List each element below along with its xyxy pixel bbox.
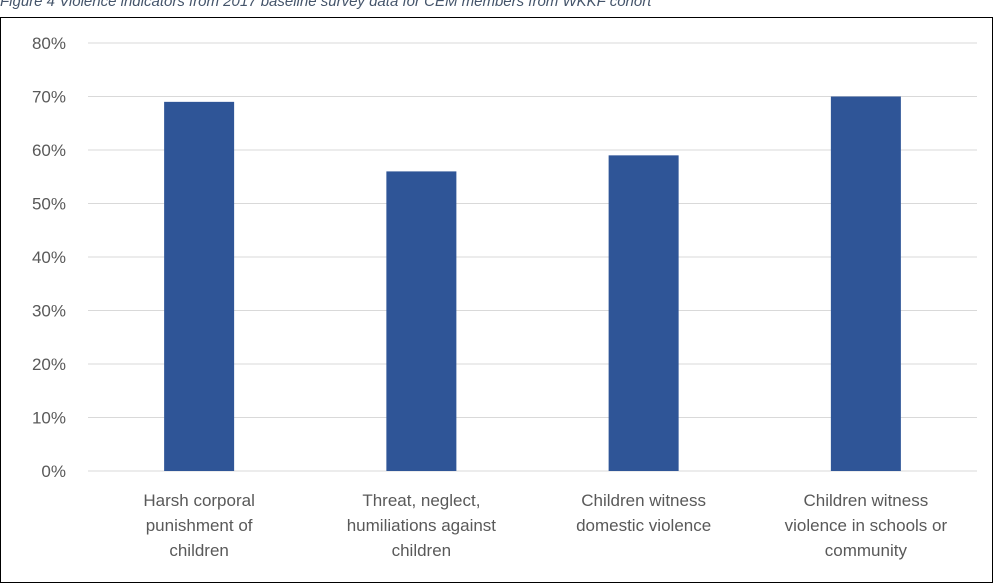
bar [386,171,457,471]
x-category-label-line: punishment of [146,516,253,535]
x-category-label-line: humiliations against [347,516,497,535]
chart-frame [0,17,993,583]
y-tick-label: 60% [32,141,66,160]
y-tick-label: 70% [32,88,66,107]
bars [164,96,901,471]
y-tick-label: 50% [32,195,66,214]
bar [608,155,679,471]
bar [164,101,235,471]
x-category-label: Children witness domestic violence [576,491,711,535]
x-category-label-line: Threat, neglect, [362,491,480,510]
x-category-label-line: Children witness [581,491,706,510]
x-category-label-line: children [169,541,229,560]
x-category-label: Threat, neglect, humiliations against chil… [347,491,497,560]
y-tick-label: 40% [32,248,66,267]
y-tick-label: 0% [41,462,66,481]
x-category-label-line: violence in schools or [785,516,948,535]
x-category-label-line: domestic violence [576,516,711,535]
x-category-label-line: Children witness [804,491,929,510]
x-axis-labels: Harsh corporal punishment of childrenThrea… [143,491,947,560]
x-category-label: Harsh corporal punishment of children [143,491,255,560]
y-tick-label: 30% [32,302,66,321]
y-tick-label: 80% [32,34,66,53]
figure-caption: Figure 4 Violence indicators from 2017 b… [0,0,652,10]
x-category-label-line: Harsh corporal [143,491,255,510]
bar [830,96,901,471]
y-tick-label: 20% [32,355,66,374]
y-tick-label: 10% [32,409,66,428]
y-axis-ticks: 0% 10% 20% 30% 40% 50% 60% 70% 80% [32,34,66,481]
x-category-label-line: children [392,541,452,560]
gridlines [88,42,977,472]
x-category-label-line: community [825,541,908,560]
x-category-label: Children witness violence in schools or co… [785,491,948,560]
